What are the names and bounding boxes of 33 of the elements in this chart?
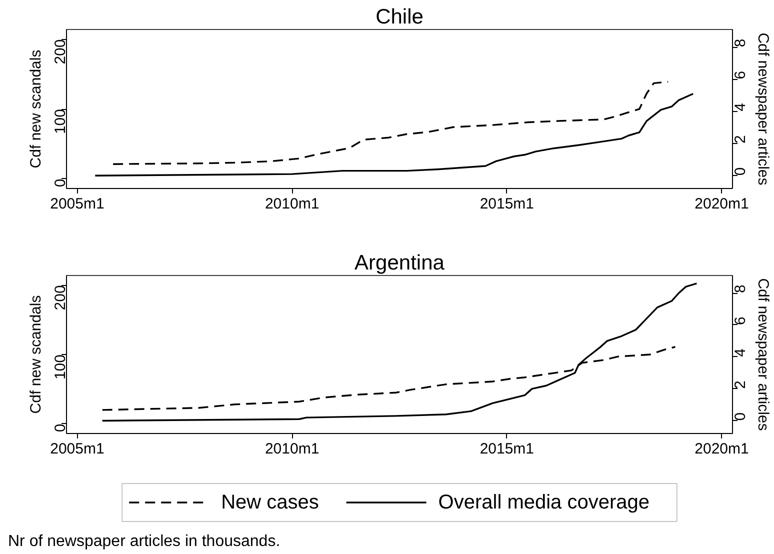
x-tick-label: 2020m1	[694, 196, 749, 212]
y2-tick-label: 6	[732, 316, 749, 325]
x-tick-label: 2010m1	[264, 196, 320, 212]
x-tick-label: 2010m1	[264, 440, 320, 458]
y-axis-title: Cdf new scandals	[28, 50, 44, 168]
y2-tick-label: 8	[732, 38, 749, 48]
y-axis-title: Cdf new scandals	[28, 295, 44, 414]
text: Nr of newspaper articles in thousands.	[8, 532, 280, 552]
x-tick-label: 2015m1	[480, 440, 534, 458]
legend-label: Overall media coverage	[438, 492, 650, 514]
y2-axis-title: Cdf newspaper articles	[754, 278, 772, 431]
y2-tick-label: 0	[732, 412, 749, 421]
y-tick-label: 200	[52, 285, 69, 310]
y-tick-label: 100	[52, 354, 69, 380]
x-tick-label: 2005m1	[50, 196, 104, 212]
y2-tick-label: 2	[732, 135, 749, 144]
y2-tick-label: 2	[732, 380, 749, 389]
y-tick-label: 0	[52, 424, 69, 432]
y2-tick-label: 8	[732, 284, 749, 294]
x-tick-label: 2005m1	[50, 440, 104, 458]
y-tick-label: 200	[52, 39, 69, 64]
x-tick-label: 2020m1	[694, 440, 749, 458]
y-tick-label: 0	[52, 178, 69, 188]
chart-title: Argentina	[354, 252, 445, 274]
legend-label: New cases	[221, 492, 319, 514]
y-tick-label: 100	[52, 108, 69, 134]
x-tick-label: 2015m1	[480, 196, 534, 212]
y2-tick-label: 4	[732, 103, 749, 112]
y2-tick-label: 6	[732, 70, 749, 80]
y2-tick-label: 4	[732, 348, 749, 357]
chart-title: Chile	[376, 6, 424, 28]
y2-axis-title: Cdf newspaper articles	[754, 32, 772, 186]
y2-tick-label: 0	[732, 167, 749, 176]
